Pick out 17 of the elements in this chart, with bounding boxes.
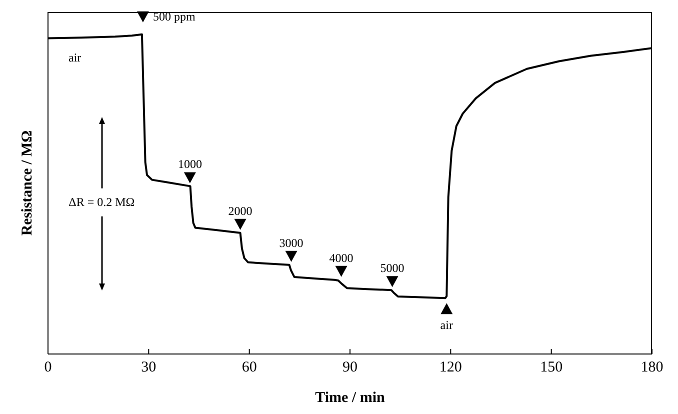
annotation: 1000 xyxy=(178,157,202,172)
annotation: 5000 xyxy=(380,261,404,276)
annotation: 3000 xyxy=(279,236,304,250)
x-axis-title: Time / min xyxy=(315,390,386,406)
annotation: air xyxy=(440,318,453,332)
x-tick-label: 0 xyxy=(44,360,52,376)
annotation: 2000 xyxy=(228,204,252,218)
x-tick-label: 120 xyxy=(439,360,462,376)
x-tick-label: 60 xyxy=(242,360,257,376)
x-tick-label: 180 xyxy=(640,360,664,376)
x-tick-label: 90 xyxy=(342,360,358,376)
annotation: ΔR = 0.2 MΩ xyxy=(68,194,136,210)
y-axis-title: Resistance / MΩ xyxy=(19,130,36,236)
x-tick-label: 150 xyxy=(540,360,563,376)
x-tick-label: 30 xyxy=(141,360,156,376)
annotation: 4000 xyxy=(329,250,354,265)
annotation: air xyxy=(68,50,82,65)
